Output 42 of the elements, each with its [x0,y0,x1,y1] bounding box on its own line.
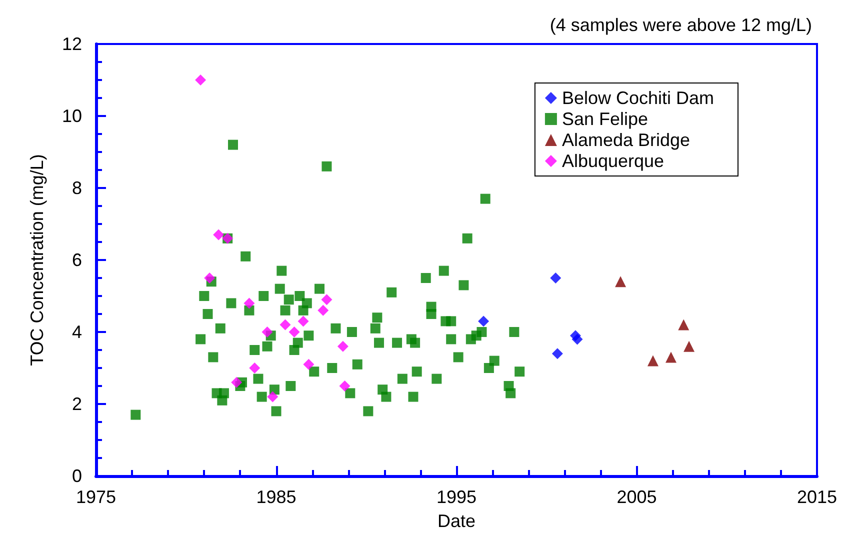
point [684,340,695,352]
point [665,352,676,363]
x-tick-label: 2015 [796,487,838,507]
x-tick-label: 1985 [256,487,296,507]
y-axis-title: TOC Concentration (mg/L) [27,154,47,366]
point [572,334,583,345]
point [647,355,658,366]
y-tick-label: 12 [62,34,82,54]
x-tick-label: 2005 [616,487,657,507]
x-tick-label: 1995 [436,487,477,507]
point [213,229,224,240]
y-tick-label: 2 [72,394,82,414]
y-tick-label: 6 [72,250,82,270]
legend-label: Alameda Bridge [562,130,690,150]
text: (4 samples were above 12 mg/L) [550,15,812,35]
point [478,316,490,327]
legend-label: Albuquerque [562,151,664,171]
point [303,358,314,370]
point [195,74,206,86]
point [280,319,291,330]
point [318,304,329,316]
point [288,326,300,338]
y-tick-label: 4 [72,322,82,342]
legend-label: San Felipe [562,109,648,129]
point [249,362,260,374]
point [267,391,278,402]
point [337,340,348,352]
point [615,276,626,288]
point [262,326,273,338]
point [321,294,332,306]
point [678,319,690,330]
point [550,272,562,284]
y-tick-label: 8 [72,178,82,198]
y-tick-label: 0 [72,466,82,486]
x-tick-label: 1975 [76,487,116,507]
y-tick-label: 10 [62,106,82,126]
point [339,380,350,392]
legend-label: Below Cochiti Dam [562,88,714,108]
x-axis-title: Date [437,511,476,531]
point [552,348,563,360]
point [298,316,309,327]
point [204,272,216,284]
